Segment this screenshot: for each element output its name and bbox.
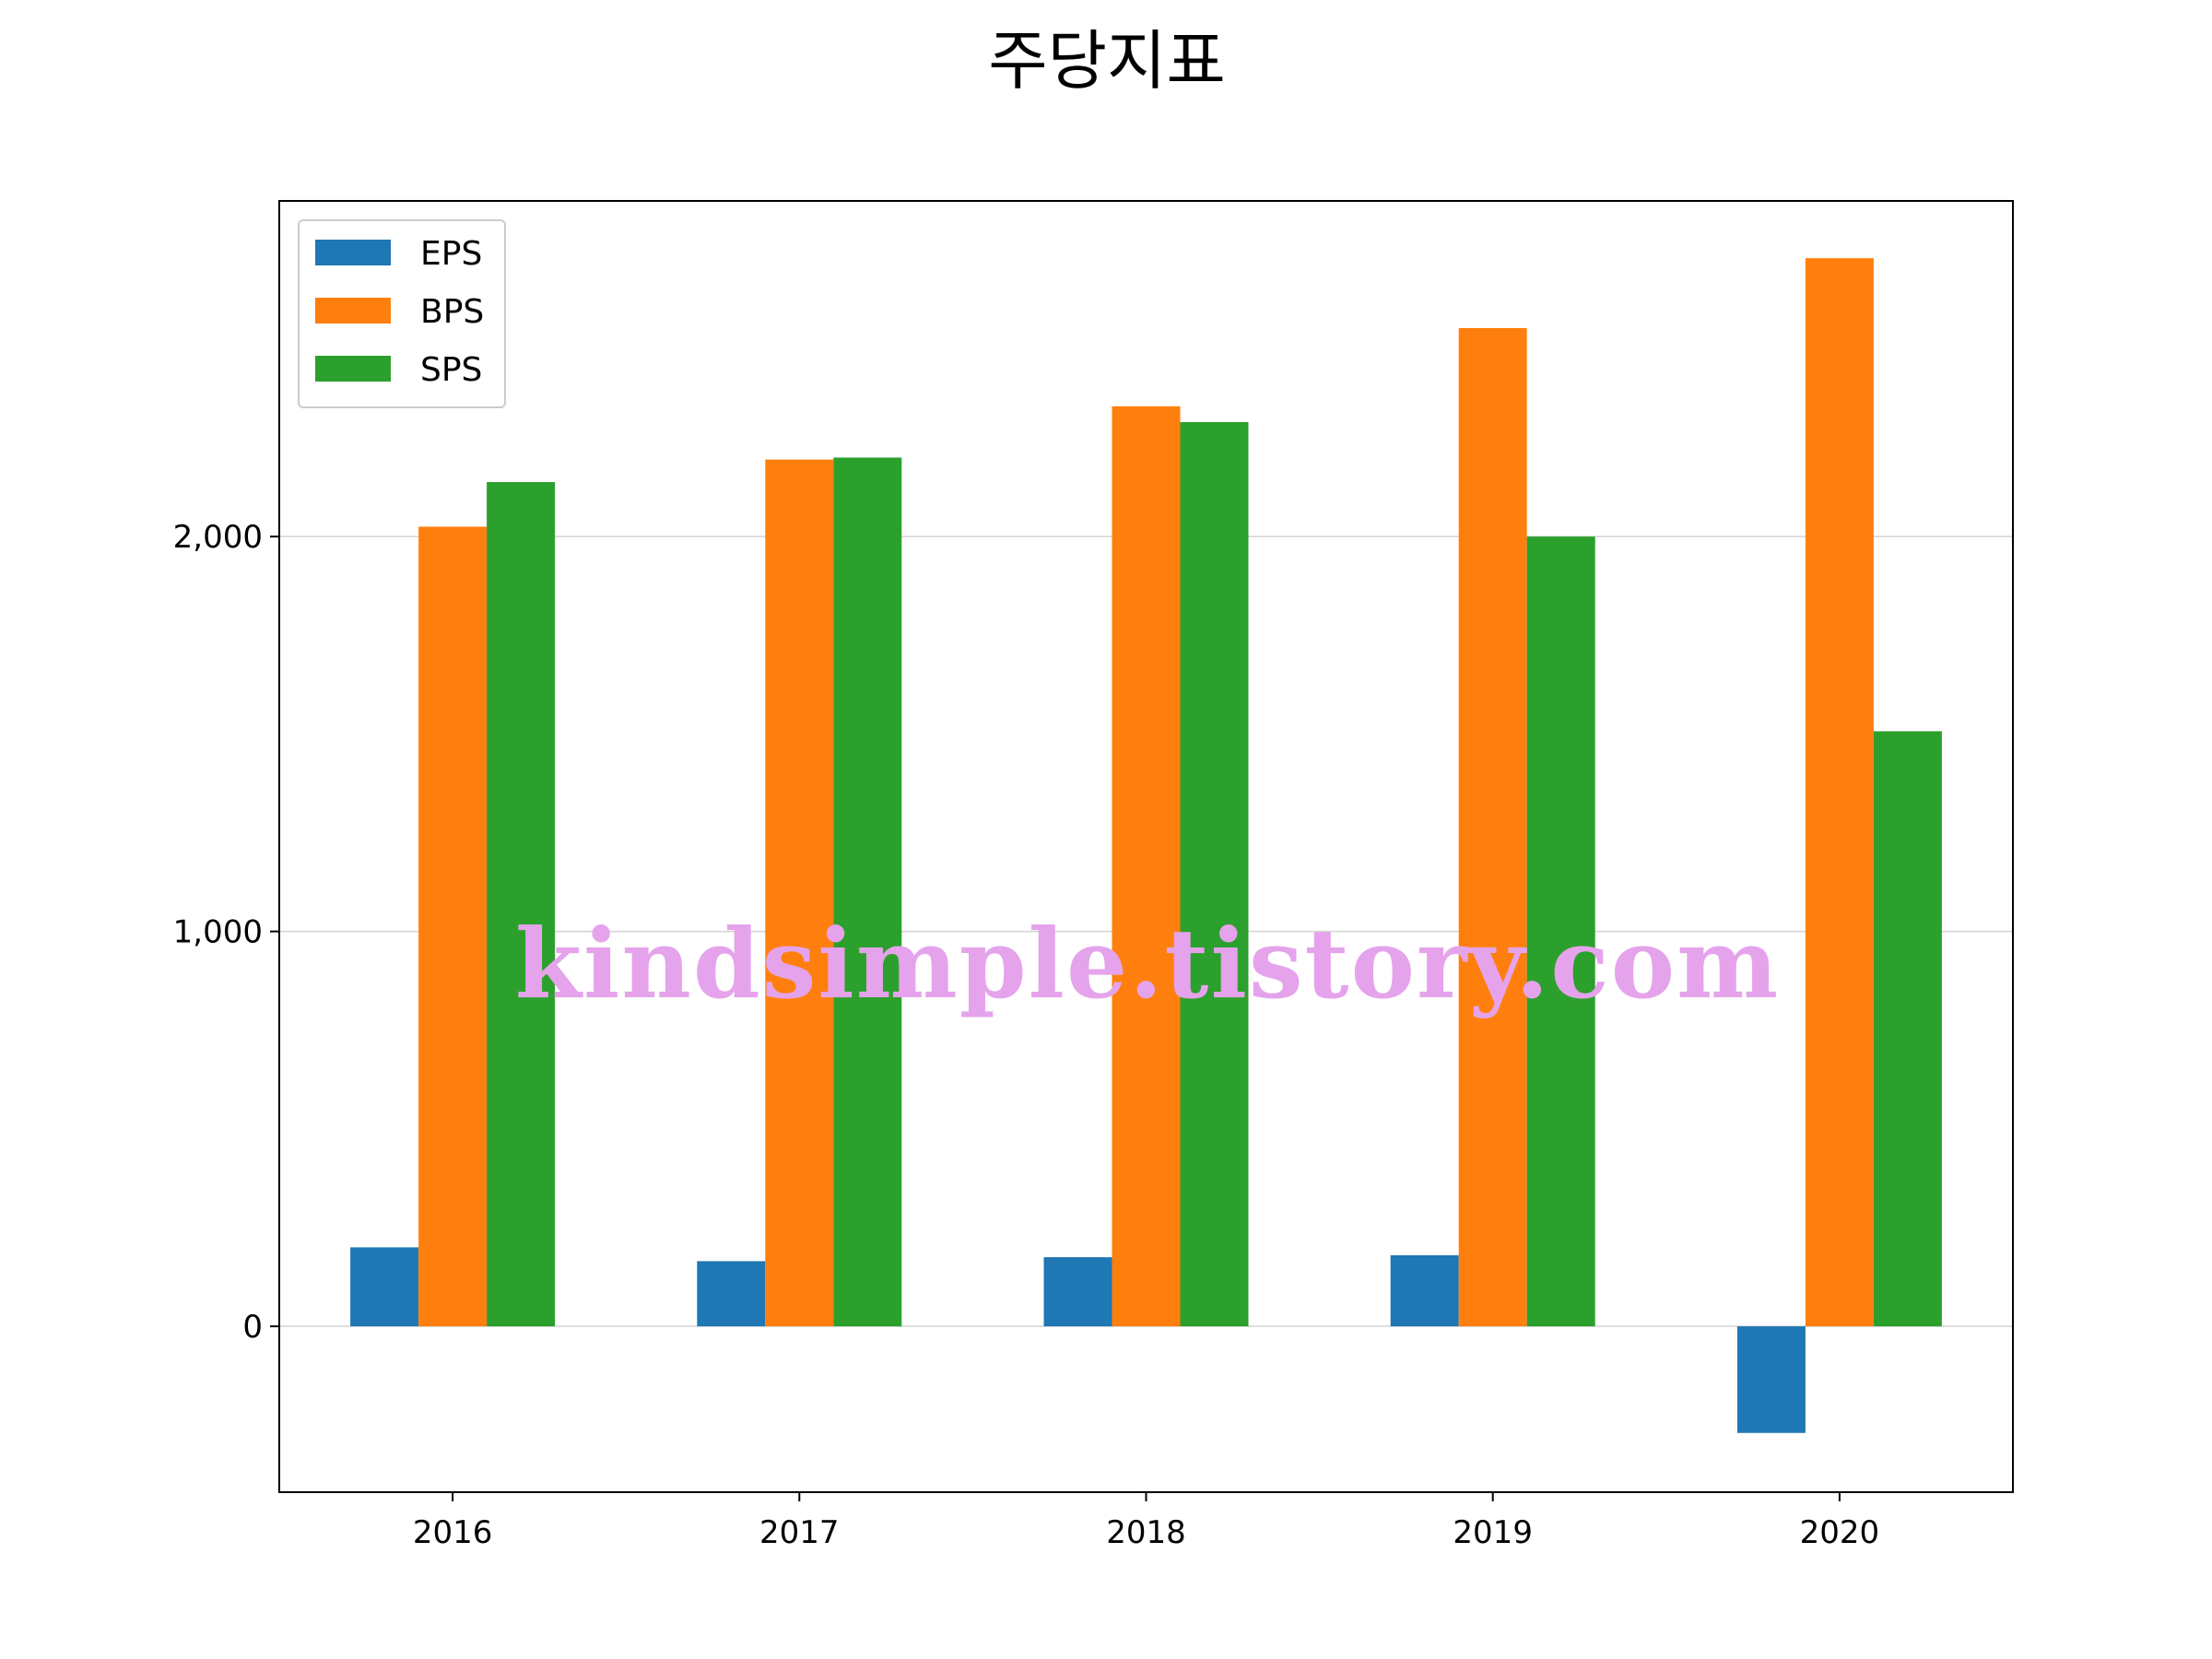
bar-sps-2016 — [487, 482, 556, 1327]
y-axis: 0 1,000 2,000 — [173, 519, 279, 1346]
bar-bps-2019 — [1458, 327, 1527, 1327]
x-tick-label: 2017 — [759, 1514, 840, 1551]
x-tick-label: 2019 — [1453, 1514, 1533, 1551]
bar-eps-2017 — [697, 1261, 766, 1327]
bar-bps-2016 — [418, 526, 488, 1327]
bar-bps-2017 — [765, 459, 834, 1327]
bar-sps-2017 — [833, 457, 902, 1327]
bar-sps-2018 — [1180, 421, 1249, 1327]
x-tick-label: 2020 — [1800, 1514, 1880, 1551]
x-axis: 2016 2017 2018 2019 2020 — [413, 1492, 1879, 1551]
y-tick-label: 1,000 — [173, 914, 263, 951]
bar-sps-2020 — [1873, 731, 1942, 1327]
bar-bps-2018 — [1112, 406, 1181, 1327]
y-tick-label: 2,000 — [173, 519, 263, 556]
legend-label-bps: BPS — [420, 293, 484, 331]
bar-eps-2018 — [1043, 1257, 1112, 1327]
legend-swatch-sps — [315, 356, 391, 382]
bars — [350, 258, 1942, 1433]
bar-bps-2020 — [1805, 258, 1874, 1327]
x-tick-label: 2018 — [1106, 1514, 1186, 1551]
y-tick-label: 0 — [242, 1309, 263, 1346]
x-tick-label: 2016 — [413, 1514, 493, 1551]
legend-label-sps: SPS — [420, 351, 482, 389]
legend-swatch-eps — [315, 240, 391, 265]
bar-eps-2020 — [1736, 1326, 1806, 1433]
bar-eps-2016 — [350, 1247, 419, 1327]
legend-swatch-bps — [315, 298, 391, 324]
legend: EPS BPS SPS — [298, 219, 506, 408]
chart-title: 주당지표 — [988, 23, 1226, 99]
bar-eps-2019 — [1390, 1254, 1459, 1327]
watermark: kindsimple.tistory.com — [515, 907, 1780, 1020]
bar-sps-2019 — [1526, 536, 1595, 1327]
legend-label-eps: EPS — [420, 235, 482, 273]
